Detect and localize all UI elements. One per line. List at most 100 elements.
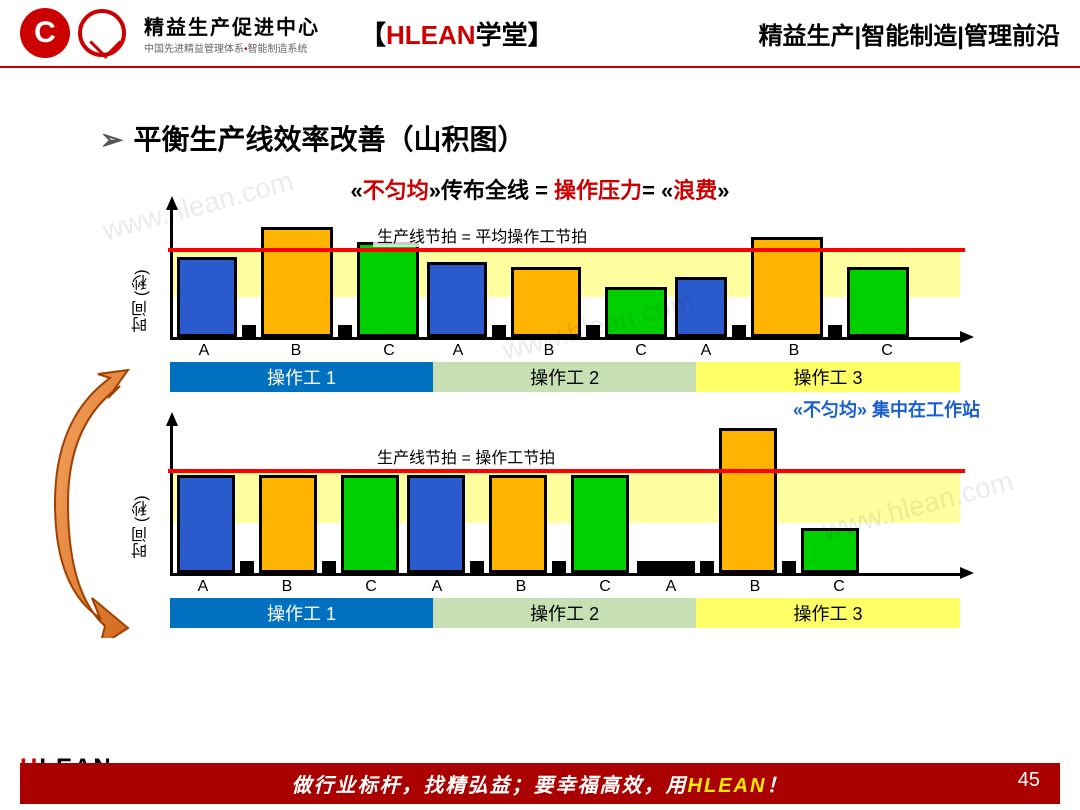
bullet-icon: ➢ [100,123,123,156]
bar [240,561,254,573]
xlabel [834,342,852,360]
xlabel: C [852,342,922,360]
xlabel [336,342,354,360]
bar [637,561,695,573]
logo-subtitle: 中国先进精益管理体系•智能制造系统 [144,40,320,55]
xlabel [588,342,606,360]
xlabel [554,578,572,596]
xlabel [236,578,254,596]
bar [489,475,547,573]
takt-label: 生产线节拍 = 操作工节拍 [373,444,559,468]
bar [675,277,727,337]
bar [511,267,581,337]
operator-band: 操作工 2 [433,598,696,628]
chart1: 生产线节拍 = 平均操作工节拍 [170,210,960,340]
operator-band: 操作工 3 [696,362,960,392]
header-center: 【HLEAN学堂】 [360,15,554,52]
xlabel: A [170,578,236,596]
xlabel: B [510,342,588,360]
xlabel: B [254,578,320,596]
bar [242,325,256,337]
xlabel: C [572,578,638,596]
chart2-ylabel: 时间 (秒) [130,495,154,558]
operator-band: 操作工 2 [433,362,696,392]
subtitle: «不匀均»传布全线 = 操作压力= «浪费» [40,173,1040,205]
bar [261,227,333,337]
xlabel: A [424,342,492,360]
bar [177,475,235,573]
xlabel [492,342,510,360]
bar [586,325,600,337]
footer: HLEAN www.hlean.com 做行业标杆，找精弘益；要幸福高效，用HL… [0,763,1080,810]
bar [177,257,237,337]
bar [552,561,566,573]
bars-container [173,428,960,573]
footer-bar: 做行业标杆，找精弘益；要幸福高效，用HLEAN！ 45 [20,763,1060,804]
logo-c-icon: C [20,8,70,58]
operator-band: 操作工 1 [170,362,433,392]
xlabel [704,578,722,596]
xlabel [736,342,754,360]
operator-band: 操作工 3 [696,598,960,628]
xlabel [238,342,256,360]
xlabel: A [404,578,470,596]
bar [357,242,419,337]
bar [732,325,746,337]
logo-ring-icon [78,9,126,57]
content: ➢平衡生产线效率改善（山积图） «不匀均»传布全线 = 操作压力= «浪费» 时… [0,68,1080,628]
header-right: 精益生产|智能制造|管理前沿 [759,16,1060,51]
bar [470,561,484,573]
xlabel: A [676,342,736,360]
bar [719,428,777,573]
takt-line [168,469,965,473]
logo-text: 精益生产促进中心 中国先进精益管理体系•智能制造系统 [144,11,320,55]
takt-label: 生产线节拍 = 平均操作工节拍 [373,223,591,247]
slide-title: ➢平衡生产线效率改善（山积图） [100,118,1040,158]
chart2: 生产线节拍 = 操作工节拍 [170,426,960,576]
chart2-wrap: 时间 (秒) 生产线节拍 = 操作工节拍 ABCABCABC 操作工 1操作工 … [170,426,1040,628]
chart1-operators: 操作工 1操作工 2操作工 3 [170,362,960,392]
xlabel: C [338,578,404,596]
xlabel: A [170,342,238,360]
bar [492,325,506,337]
logo-title: 精益生产促进中心 [144,11,320,40]
chart1-wrap: 时间 (秒) 生产线节拍 = 平均操作工节拍 ABCABCABC 操作工 1操作… [170,210,1040,392]
xlabel: C [606,342,676,360]
bar [801,528,859,573]
xlabel: C [806,578,872,596]
bar [322,561,336,573]
operator-band: 操作工 1 [170,598,433,628]
x-arrow-icon [960,567,974,579]
page-number: 45 [1018,769,1040,792]
bar [407,475,465,573]
x-arrow-icon [960,331,974,343]
y-arrow-icon [166,196,178,210]
bar [782,561,796,573]
header: C 精益生产促进中心 中国先进精益管理体系•智能制造系统 【HLEAN学堂】 精… [0,0,1080,68]
bar [700,561,714,573]
bar [751,237,823,337]
note-blue: «不匀均» 集中在工作站 [40,396,980,422]
curved-arrow-icon [50,368,130,638]
xlabel [470,578,488,596]
bar [605,287,667,337]
xlabel: A [638,578,704,596]
xlabel: B [488,578,554,596]
bar [427,262,487,337]
bar [828,325,842,337]
bar [338,325,352,337]
logo-area: C 精益生产促进中心 中国先进精益管理体系•智能制造系统 [20,8,320,58]
bar [571,475,629,573]
bar [341,475,399,573]
chart2-xlabels: ABCABCABC [170,578,960,596]
takt-line [168,248,965,252]
bar [847,267,909,337]
xlabel: B [722,578,788,596]
chart2-operators: 操作工 1操作工 2操作工 3 [170,598,960,628]
xlabel: B [256,342,336,360]
y-arrow-icon [166,412,178,426]
bar [259,475,317,573]
chart1-xlabels: ABCABCABC [170,342,960,360]
xlabel: B [754,342,834,360]
xlabel [320,578,338,596]
